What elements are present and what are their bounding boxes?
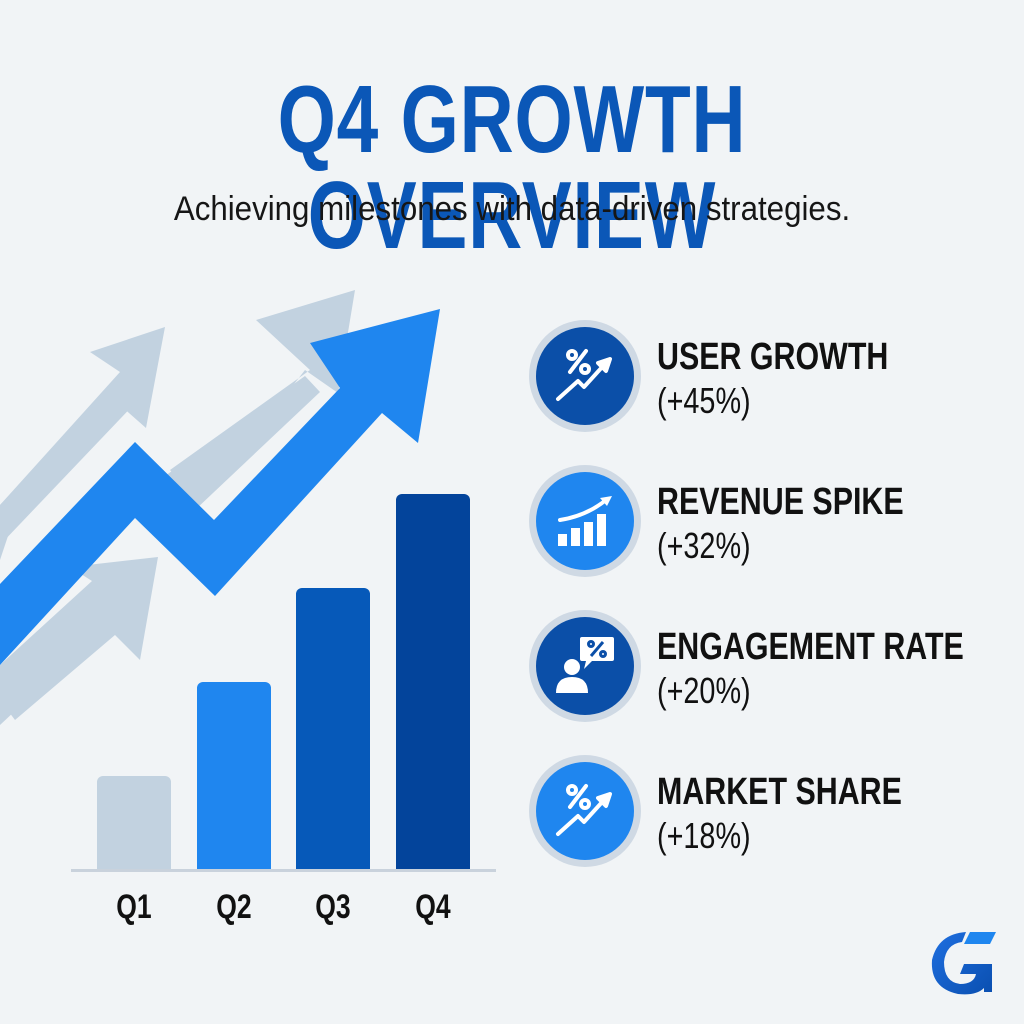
stat-badge — [529, 610, 641, 722]
percent-trend-up-icon — [536, 762, 634, 860]
bar-q2 — [197, 682, 271, 870]
chart-baseline — [71, 869, 496, 872]
stat-label: REVENUE SPIKE — [657, 481, 904, 523]
main-arrow-icon — [0, 309, 440, 665]
stat-badge — [529, 465, 641, 577]
stat-revenue-spike: REVENUE SPIKE (+32%) — [529, 465, 989, 577]
stat-label: MARKET SHARE — [657, 771, 902, 813]
x-label-q1: Q1 — [116, 888, 152, 926]
user-percent-chat-icon — [536, 617, 634, 715]
stat-label: USER GROWTH — [657, 336, 889, 378]
x-label-q2: Q2 — [216, 888, 252, 926]
stat-value: (+18%) — [657, 814, 751, 856]
percent-trend-up-icon — [536, 327, 634, 425]
bar-q1 — [97, 776, 171, 870]
stat-engagement-rate: ENGAGEMENT RATE (+20%) — [529, 610, 989, 722]
stat-label: ENGAGEMENT RATE — [657, 626, 964, 668]
page-subtitle: Achieving milestones with data-driven st… — [173, 190, 851, 228]
bar-q3 — [296, 588, 370, 870]
x-label-q3: Q3 — [315, 888, 351, 926]
stat-badge — [529, 755, 641, 867]
stat-user-growth: USER GROWTH (+45%) — [529, 320, 989, 432]
page-title: Q4 GROWTH OVERVIEW — [277, 66, 747, 269]
g-logo-icon — [926, 928, 1000, 998]
bar-q4 — [396, 494, 470, 870]
stat-value: (+20%) — [657, 669, 751, 711]
stat-value: (+45%) — [657, 379, 751, 421]
stat-badge — [529, 320, 641, 432]
stat-market-share: MARKET SHARE (+18%) — [529, 755, 989, 867]
stat-value: (+32%) — [657, 524, 751, 566]
bar-chart-trend-icon — [536, 472, 634, 570]
x-label-q4: Q4 — [415, 888, 451, 926]
